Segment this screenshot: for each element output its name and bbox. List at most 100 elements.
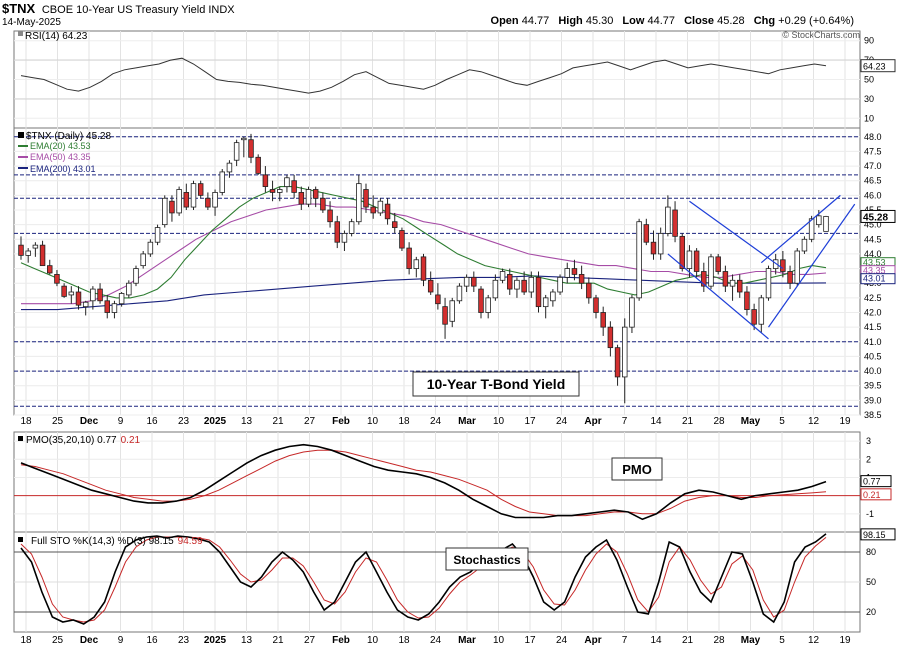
candle-body (600, 312, 606, 328)
last-price-tag (860, 209, 896, 223)
x-tick-label-bottom: 21 (682, 635, 694, 646)
x-tick-label: 7 (622, 416, 628, 427)
x-tick-label-bottom: 24 (556, 635, 568, 646)
x-tick-label-bottom: 25 (52, 635, 64, 646)
last-price-label: 45.28 (863, 212, 888, 223)
candle-body (463, 276, 470, 287)
pmo-annotation-box: PMO (611, 457, 663, 481)
candle-body (384, 203, 391, 220)
candle-body (456, 285, 463, 302)
x-tick-label: 21 (272, 416, 284, 427)
price-tick-label: 42.5 (864, 293, 882, 303)
high-label: High (558, 15, 583, 27)
x-tick-label-bottom: Mar (458, 635, 476, 646)
candle-body (320, 197, 326, 211)
candle-body (169, 200, 175, 214)
rsi-tick-label: 50 (864, 75, 874, 85)
pmo-label-group: PMO(35,20,10) 0.77 0.21 (18, 435, 141, 446)
candle-body (772, 259, 779, 269)
price-tick-label: 41.5 (864, 322, 882, 332)
candle-body (47, 265, 53, 274)
sto-d-line (20, 536, 827, 623)
x-tick-label-bottom: 2025 (204, 635, 227, 646)
price-annotation: 10-Year T-Bond Yield (427, 376, 566, 392)
price-tick-label: 46.5 (864, 176, 882, 186)
x-tick-label-bottom: 17 (524, 635, 536, 646)
x-tick-label: 19 (839, 416, 851, 427)
candle-body (535, 276, 542, 308)
pmo-tick-label: 3 (866, 436, 871, 446)
candle-body (111, 303, 118, 313)
rsi-line (20, 57, 827, 94)
candle-body (808, 218, 815, 240)
candle-body (701, 271, 707, 287)
x-tick-label: 28 (713, 416, 725, 427)
price-annotation-box: 10-Year T-Bond Yield (412, 371, 580, 397)
pmo-label-signal: 0.21 (121, 435, 141, 446)
pmo-tick-label: 2 (866, 454, 871, 464)
x-tick-label: 10 (493, 416, 505, 427)
candle-body (528, 276, 535, 293)
candle-body (629, 297, 635, 328)
x-tick-label-bottom: 24 (430, 635, 442, 646)
candle-body (262, 174, 269, 187)
candle-body (449, 300, 455, 322)
price-legend-swatch (18, 132, 24, 138)
sto-annotation-box: Stochastics (445, 547, 529, 571)
x-tick-label-bottom: Apr (584, 635, 601, 646)
symbol-description: CBOE 10-Year US Treasury Yield INDX (41, 4, 235, 16)
pmo-line (20, 443, 827, 521)
candle-body (97, 288, 103, 302)
candle-body (392, 221, 398, 228)
candle-body (765, 268, 772, 299)
x-tick-label-bottom: 19 (839, 635, 851, 646)
x-tick-label: Feb (332, 416, 350, 427)
ema50-line (21, 203, 827, 305)
candle-body (269, 189, 276, 193)
ema50-legend-swatch (18, 156, 28, 158)
sto-value-tag (860, 528, 896, 541)
candle-body (205, 197, 211, 208)
candle-body (607, 326, 614, 349)
candle-body (578, 274, 585, 284)
candle-body (557, 276, 563, 293)
candle-body (154, 227, 161, 243)
candle-body (147, 241, 154, 255)
pmo-label-prefix: PMO(35,20,10) (26, 435, 97, 446)
x-tick-label-bottom: 18 (20, 635, 32, 646)
candle-body (226, 162, 233, 173)
x-tick-label: 13 (241, 416, 253, 427)
candle-body (233, 142, 240, 161)
x-tick-label-bottom: 27 (304, 635, 316, 646)
price-tick-label: 47.5 (864, 146, 882, 156)
x-tick-label: Apr (584, 416, 601, 427)
symbol-title: $TNX CBOE 10-Year US Treasury Yield INDX (2, 1, 235, 16)
price-tick-label: 47.0 (864, 161, 882, 171)
sto-label-d: 94.59 (178, 536, 203, 547)
candle-body (82, 301, 89, 308)
ema-value-label: 43.35 (863, 266, 886, 276)
close-label: Close (684, 15, 715, 27)
x-tick-label: Mar (458, 416, 476, 427)
pmo-signal-tag (860, 488, 892, 501)
ema-value-tag (860, 273, 896, 285)
pmo-panel-frame (13, 431, 861, 533)
candle-body (176, 189, 182, 214)
pmo-annotation: PMO (622, 462, 652, 477)
candle-body (542, 297, 549, 308)
x-tick-label: 14 (650, 416, 662, 427)
candle-body (413, 259, 420, 269)
price-tick-label: 41.0 (864, 337, 882, 347)
candle-body (499, 271, 506, 281)
candle-body (190, 183, 197, 208)
rsi-tick-label: 10 (864, 113, 874, 123)
candle-body (32, 244, 39, 249)
sto-legend-swatch (18, 537, 23, 542)
x-tick-label-bottom: Dec (80, 635, 99, 646)
x-tick-label: 10 (367, 416, 379, 427)
candle-body (521, 279, 527, 293)
candle-body (406, 247, 412, 269)
price-tick-label: 45.0 (864, 220, 882, 230)
x-tick-label: Dec (80, 416, 99, 427)
